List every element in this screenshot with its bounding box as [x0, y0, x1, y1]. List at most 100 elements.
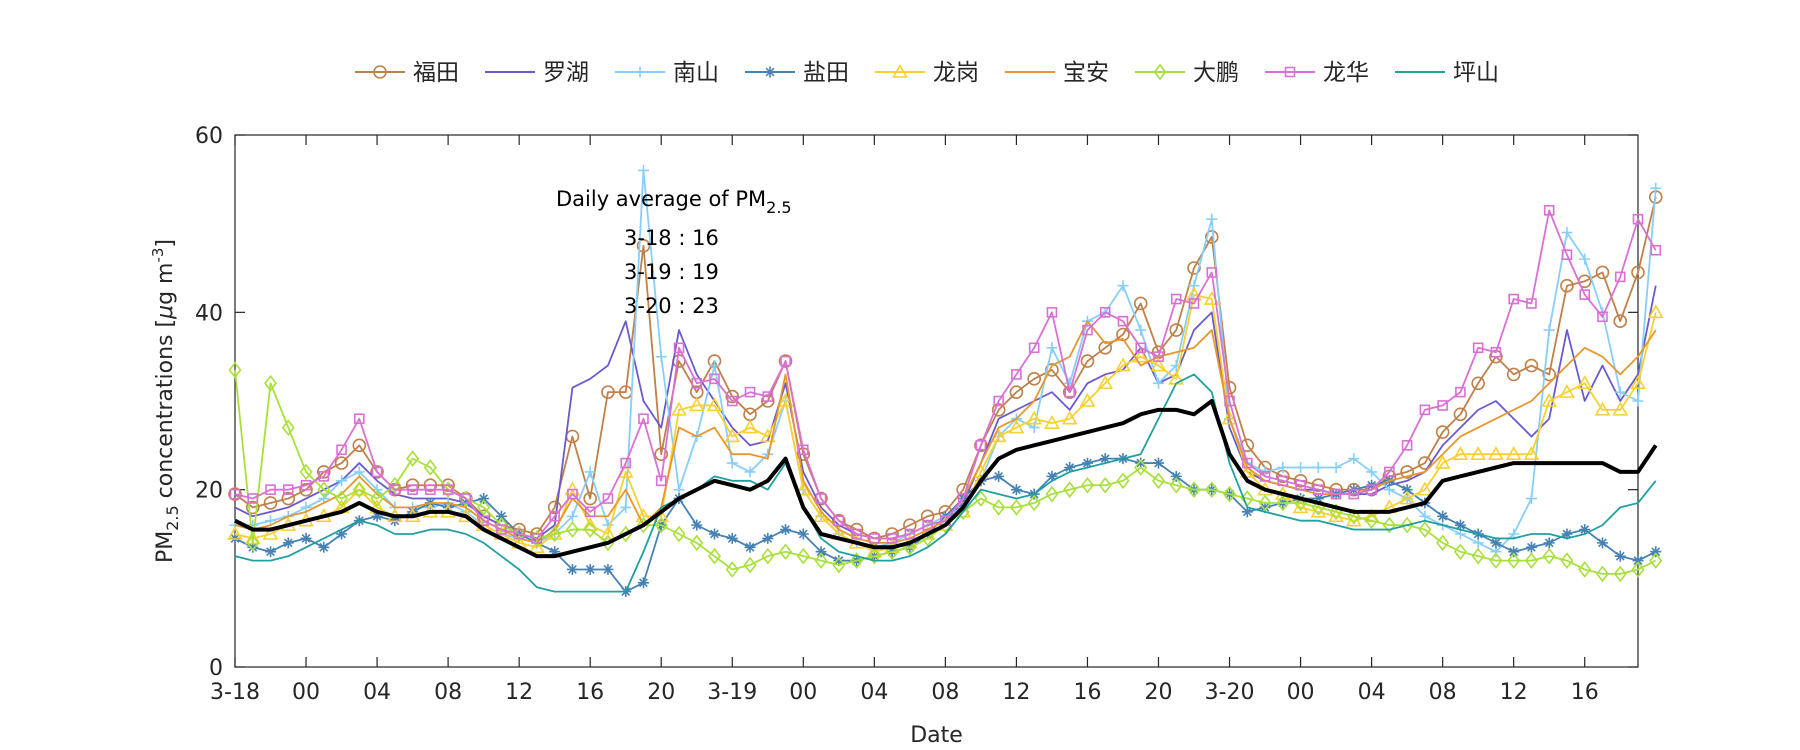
data-point-star	[993, 470, 1005, 482]
data-point-square	[1384, 466, 1395, 478]
x-tick-label: 04	[363, 680, 391, 705]
data-point-diamond	[388, 476, 402, 494]
data-point-circle	[316, 465, 331, 479]
data-point-plus	[1348, 453, 1360, 465]
data-point-square	[762, 391, 774, 402]
data-point-star	[1064, 462, 1076, 473]
data-point-square	[584, 506, 596, 518]
data-point-star	[1490, 537, 1502, 549]
legend-label: 盐田	[803, 60, 849, 86]
data-point-star	[1650, 546, 1662, 558]
data-point-diamond	[228, 361, 242, 379]
data-point-circle	[1027, 372, 1041, 386]
data-point-square	[300, 479, 312, 491]
series-line	[234, 209, 1657, 540]
series-line	[234, 399, 1658, 559]
data-point-diamond	[850, 552, 864, 569]
data-point-square	[815, 493, 827, 504]
annotation-title: Daily average of PM2.5	[556, 187, 792, 217]
data-point-square	[354, 413, 365, 425]
data-point-square	[851, 528, 862, 540]
data-point-diamond	[1258, 494, 1272, 512]
data-point-diamond	[299, 463, 313, 481]
y-tick-label: 40	[195, 301, 223, 326]
data-point-diamond	[1453, 543, 1467, 561]
daily-average-annotation: Daily average of PM2.5 3-18 : 16 3-19 : …	[556, 187, 792, 318]
legend-item: 龙华	[1265, 60, 1369, 86]
data-point-triangle	[1115, 357, 1131, 372]
x-tick-label: 08	[931, 680, 959, 705]
data-point-square	[265, 484, 276, 495]
data-point-diamond	[1595, 565, 1609, 583]
data-point-star	[1135, 457, 1147, 469]
data-point-diamond	[1524, 552, 1538, 569]
data-point-square	[602, 493, 614, 504]
data-point-square	[1259, 471, 1271, 482]
data-point-triangle	[1452, 446, 1469, 460]
data-point-diamond	[1542, 547, 1556, 565]
data-point-square	[1241, 457, 1253, 469]
legend-item: 罗湖	[485, 60, 589, 86]
data-point-diamond	[494, 516, 508, 534]
data-point-circle	[725, 389, 740, 404]
data-point-star	[566, 563, 578, 575]
data-point-circle	[1187, 261, 1201, 275]
data-point-circle	[1613, 314, 1628, 329]
x-axis-ticks: 3-18 00 04 08 12 16 20 3-19 00 04 08 12 16 20 3-20 00 04…	[210, 135, 1599, 705]
annotation-line-3-20: 3-20 : 23	[624, 294, 719, 318]
data-point-star	[1561, 528, 1573, 540]
data-point-circle	[1506, 367, 1521, 382]
data-point-circle	[334, 456, 349, 470]
data-point-diamond	[1631, 561, 1645, 578]
data-point-diamond	[423, 459, 437, 476]
data-point-diamond	[317, 481, 331, 498]
data-point-plus	[709, 360, 721, 372]
data-point-plus	[1543, 324, 1555, 336]
y-axis-title-main: PM	[153, 531, 178, 563]
data-point-square	[1614, 271, 1626, 283]
data-point-diamond	[406, 450, 420, 467]
data-point-star	[1046, 470, 1058, 482]
data-point-triangle	[1097, 375, 1114, 390]
data-point-triangle	[262, 525, 279, 540]
data-point-triangle	[1612, 401, 1629, 416]
legend-label: 坪山	[1453, 60, 1499, 86]
data-point-diamond	[867, 547, 881, 565]
data-point-square	[407, 484, 418, 495]
data-point-diamond	[1613, 565, 1627, 583]
data-point-diamond	[761, 547, 775, 565]
data-point-triangle	[529, 539, 545, 554]
series-layer	[227, 164, 1664, 598]
data-point-diamond	[1205, 481, 1219, 498]
data-point-square	[389, 484, 401, 495]
data-point-diamond	[1489, 552, 1503, 569]
data-point-square	[869, 533, 880, 544]
data-point-triangle	[1541, 392, 1558, 407]
legend-label: 宝安	[1063, 60, 1109, 86]
data-point-plus	[1579, 253, 1591, 265]
legend-item: 龙岗	[875, 60, 979, 86]
data-point-square	[1295, 479, 1306, 491]
data-point-diamond	[1400, 516, 1414, 534]
data-point-triangle	[1079, 392, 1096, 407]
data-point-square	[1632, 213, 1644, 225]
data-point-triangle	[1399, 490, 1416, 505]
x-tick-label: 00	[292, 680, 320, 705]
x-tick-label: 04	[1358, 680, 1386, 705]
data-point-diamond	[1365, 512, 1379, 529]
data-point-triangle	[1505, 446, 1522, 460]
data-point-plus	[1312, 462, 1324, 473]
data-point-square	[1206, 267, 1218, 278]
data-point-star	[336, 528, 348, 540]
data-point-square	[1153, 351, 1164, 362]
data-point-diamond	[1578, 561, 1592, 578]
data-point-star	[602, 563, 614, 575]
data-point-circle	[1453, 407, 1468, 422]
data-point-diamond	[1187, 481, 1201, 498]
data-point-circle	[370, 465, 384, 479]
data-point-star	[247, 541, 259, 553]
data-point-square	[1224, 395, 1235, 407]
x-axis-title: Date	[910, 723, 963, 748]
